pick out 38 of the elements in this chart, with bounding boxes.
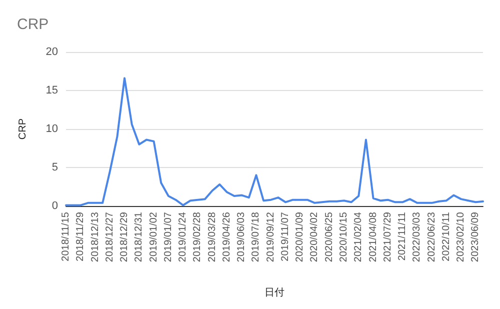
x-tick-label: 2019/03/28	[206, 212, 218, 262]
x-tick-label: 2019/09/12	[265, 212, 276, 262]
x-tick-label: 2019/01/24	[178, 212, 189, 262]
x-tick-label: 2019/01/02	[148, 212, 160, 262]
x-tick-label: 2019/04/26	[221, 212, 232, 262]
x-tick-label: 2021/11/11	[397, 212, 408, 261]
x-tick-label: 2019/11/07	[280, 212, 291, 262]
y-tick-label: 0	[52, 200, 58, 212]
x-tick-label: 2021/02/04	[353, 212, 364, 262]
x-tick-label: 2020/10/15	[338, 212, 350, 262]
y-tick-label: 10	[46, 123, 58, 135]
y-tick-label: 15	[46, 84, 58, 96]
x-tick-label: 2020/04/02	[309, 212, 320, 262]
x-tick-label: 2019/02/28	[192, 212, 204, 262]
y-axis-title: CRP	[18, 118, 28, 140]
x-tick-label: 2022/10/11	[440, 212, 452, 262]
x-tick-label: 2021/07/29	[382, 212, 394, 262]
x-tick-label: 2018/12/13	[90, 212, 101, 262]
x-tick-label: 2022/06/23	[426, 212, 438, 262]
x-tick-label: 2023/06/09	[470, 212, 482, 262]
y-tick-label: 20	[46, 46, 58, 58]
y-tick-label: 5	[52, 162, 58, 174]
x-tick-label: 2020/06/25	[324, 212, 335, 262]
x-tick-label: 2018/12/27	[104, 212, 116, 262]
x-tick-label: 2019/07/18	[250, 212, 262, 262]
x-tick-label: 2022/03/03	[412, 212, 423, 262]
x-tick-label: 2018/11/29	[75, 212, 86, 262]
x-axis-title: 日付	[264, 288, 284, 298]
x-tick-label: 2021/04/08	[368, 212, 379, 262]
chart-title: CRP	[17, 16, 49, 33]
x-tick-label: 2019/06/03	[236, 212, 248, 262]
line-series	[65, 77, 484, 206]
x-tick-label: 2018/12/31	[134, 212, 145, 262]
x-tick-label: 2023/02/10	[456, 212, 467, 262]
x-tick-label: 2020/01/09	[294, 212, 306, 262]
x-tick-label: 2018/12/29	[119, 212, 130, 262]
x-tick-label: 2019/01/07	[162, 212, 174, 262]
x-tick-label: 2018/11/15	[60, 212, 72, 262]
